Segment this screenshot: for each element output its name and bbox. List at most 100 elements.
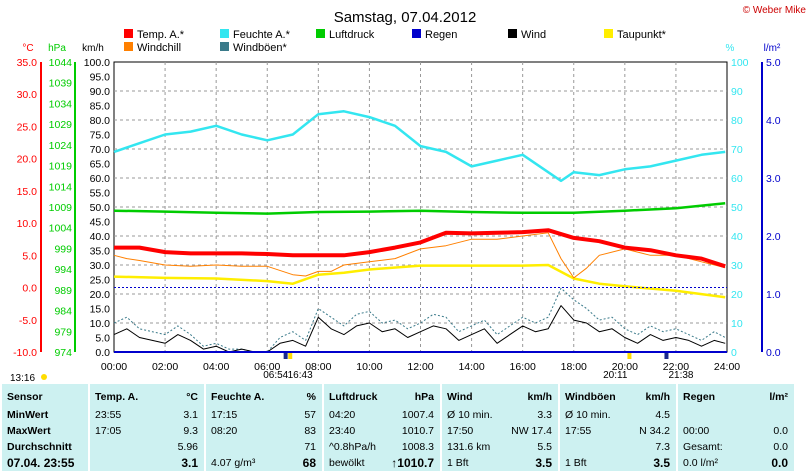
cell-time: 17:55	[565, 425, 592, 437]
tick-label-pressure: 1009	[49, 202, 73, 214]
series-windben	[113, 287, 726, 353]
cell-value: 3.3	[537, 409, 552, 421]
tick-label-time: 06:00	[254, 361, 280, 373]
tick-label-temp: 0.0	[22, 283, 37, 295]
cell-time: 08:20	[211, 425, 238, 437]
tick-label-pressure: 1029	[49, 119, 73, 131]
legend-swatch	[412, 29, 421, 38]
column-unit: km/h	[527, 391, 552, 403]
series-windchill	[113, 232, 726, 279]
tick-label-time: 02:00	[152, 361, 178, 373]
legend-label: Regen	[425, 29, 457, 41]
cell-time: 23:55	[95, 409, 122, 421]
tick-label-pressure: 1024	[49, 140, 73, 152]
cell-value: 0.0	[773, 425, 788, 437]
tick-label-wind: 80.0	[90, 115, 111, 127]
cell-time: 17:05	[95, 425, 122, 437]
series-luftdruck	[113, 202, 726, 215]
tick-label-temp: 5.0	[22, 250, 37, 262]
sun-icon	[41, 374, 47, 380]
tick-label-wind: 10.0	[90, 318, 111, 330]
credit-text: © Weber Mike	[743, 5, 807, 16]
sun-event-label: 21:38	[668, 370, 693, 381]
table-column-gust: Windböen km/h Ø 10 min. 4.5 17:55 N 34.2 7.3 1 …	[560, 384, 676, 471]
tick-label-humidity: 0	[731, 347, 737, 359]
tick-label-wind: 65.0	[90, 159, 111, 171]
legend-swatch	[124, 29, 133, 38]
chart-series	[113, 110, 727, 353]
row-label: 07.04. 23:55	[7, 456, 75, 470]
cell-time: 0.0 l/m²	[683, 457, 719, 469]
tick-label-time: 14:00	[458, 361, 484, 373]
cell-value: 3.5	[535, 456, 552, 470]
tick-label-wind: 75.0	[90, 130, 111, 142]
series-taupunkt	[113, 263, 726, 299]
series-tempa	[114, 228, 726, 269]
tick-label-pressure: 1039	[49, 78, 73, 90]
tick-label-time: 20:00	[612, 361, 638, 373]
series-feuchtea	[113, 110, 726, 183]
column-header: Feuchte A.	[211, 391, 265, 403]
tick-label-pressure: 979	[54, 326, 72, 338]
legend-label: Windböen*	[233, 42, 288, 54]
tick-label-time: 10:00	[356, 361, 382, 373]
axis-units: °C hPa km/h% l/m²	[22, 43, 781, 54]
chart-extras: 06:54 16:43 20:11 21:38 13:16	[10, 287, 727, 384]
table-column-press: Luftdruck hPa 04:20 1007.4 23:40 1010.7 ^0.8hP…	[324, 384, 440, 471]
bottom-left-time: 13:16	[10, 373, 35, 384]
column-header: Wind	[447, 391, 473, 403]
tick-label-wind: 15.0	[90, 304, 111, 316]
tick-label-pressure: 974	[54, 347, 72, 359]
tick-label-humidity: 30	[731, 260, 743, 272]
cell-value: 9.3	[183, 425, 198, 437]
cell-time: 4.07 g/m³	[211, 457, 256, 469]
legend-swatch	[124, 42, 133, 51]
tick-label-time: 16:00	[510, 361, 536, 373]
tick-label-wind: 95.0	[90, 72, 111, 84]
cell-time: 17:15	[211, 409, 238, 421]
cell-value: ↑1010.7	[391, 456, 434, 470]
sun-event-label: 20:11	[603, 370, 628, 381]
sun-event-label: 16:43	[288, 370, 313, 381]
weather-chart: Samstag, 07.04.2012 © Weber Mike Temp. A…	[10, 5, 807, 384]
cell-value: 5.5	[537, 441, 552, 453]
tick-label-wind: 100.0	[84, 57, 110, 69]
cell-value: 3.1	[181, 456, 198, 470]
tick-label-temp: 10.0	[17, 218, 38, 230]
tick-label-wind: 30.0	[90, 260, 111, 272]
legend-label: Luftdruck	[329, 29, 375, 41]
chart-title: Samstag, 07.04.2012	[334, 9, 477, 26]
tick-label-wind: 60.0	[90, 173, 111, 185]
column-header: Windböen	[565, 391, 616, 403]
cell-value: 7.3	[655, 441, 670, 453]
legend-label: Wind	[521, 29, 546, 41]
tick-label-pressure: 1014	[49, 181, 73, 193]
sun-marker	[627, 353, 632, 359]
cell-value: 4.5	[655, 409, 670, 421]
legend-label: Windchill	[137, 42, 181, 54]
axis-unit-label: %	[726, 43, 735, 54]
tick-label-temp: -10.0	[13, 347, 37, 359]
row-label: MaxWert	[7, 425, 51, 437]
table-column-wind: Wind km/h Ø 10 min. 3.3 17:50 NW 17.4 131.6 km…	[442, 384, 558, 471]
axis-unit-label: °C	[22, 43, 33, 54]
column-unit: km/h	[645, 391, 670, 403]
cell-time: ^0.8hPa/h	[329, 441, 376, 453]
column-header: Luftdruck	[329, 391, 378, 403]
tick-label-rain: 3.0	[766, 173, 781, 185]
cell-time: 131.6 km	[447, 441, 491, 453]
tick-label-wind: 70.0	[90, 144, 111, 156]
cell-value: 3.5	[653, 456, 670, 470]
sun-marker	[664, 353, 669, 359]
tick-label-humidity: 20	[731, 289, 743, 301]
tick-label-wind: 90.0	[90, 86, 111, 98]
column-header: Regen	[683, 391, 716, 403]
cell-time: Ø 10 min.	[565, 409, 611, 421]
cell-value: N 34.2	[639, 425, 670, 437]
cell-value: 1007.4	[401, 409, 434, 421]
tick-label-time: 00:00	[101, 361, 127, 373]
tick-label-temp: 30.0	[17, 89, 38, 101]
tick-label-wind: 55.0	[90, 188, 111, 200]
cell-time: Gesamt:	[683, 441, 723, 453]
cell-value: 1010.7	[401, 425, 434, 437]
